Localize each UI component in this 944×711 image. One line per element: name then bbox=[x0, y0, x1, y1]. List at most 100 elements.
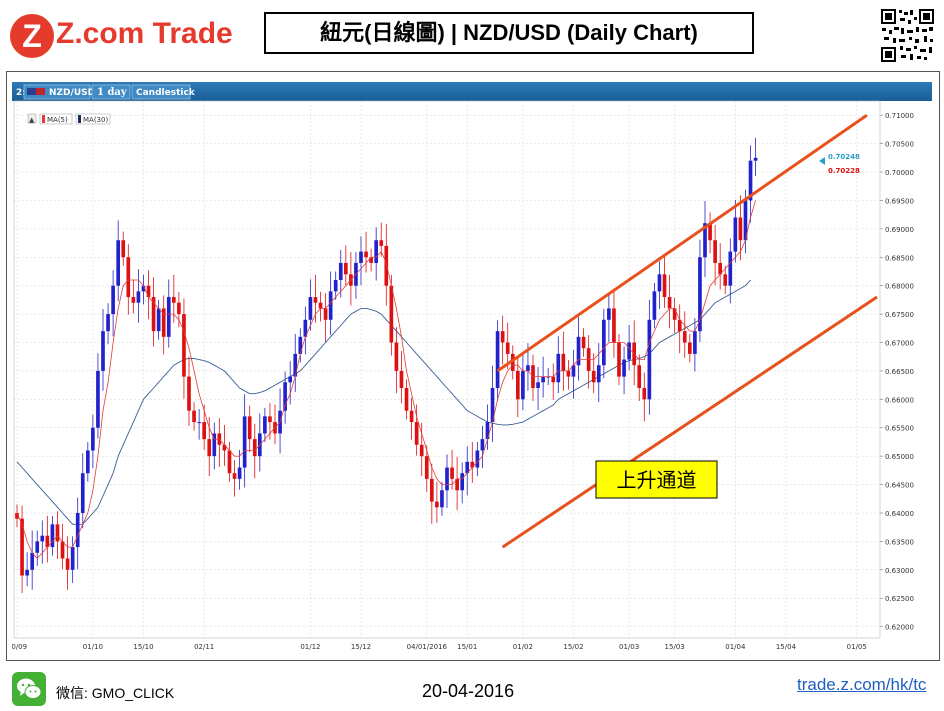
ma5-line-group bbox=[16, 200, 756, 559]
candle-body bbox=[581, 336, 586, 349]
candle-body bbox=[419, 444, 424, 457]
candle-body bbox=[424, 456, 429, 479]
y-tick-label: 0.69000 bbox=[885, 226, 914, 234]
y-tick-label: 0.71000 bbox=[885, 112, 914, 120]
candle-body bbox=[682, 331, 687, 343]
candle-body bbox=[227, 450, 232, 474]
candle-body bbox=[723, 274, 728, 286]
chart-type-tab[interactable] bbox=[131, 84, 191, 100]
candle-body bbox=[450, 467, 454, 479]
candle-body bbox=[713, 240, 717, 263]
website-link[interactable]: trade.z.com/hk/tc bbox=[797, 675, 927, 694]
y-tick-label: 0.65000 bbox=[885, 453, 914, 461]
candle-body bbox=[475, 450, 480, 468]
candle-body bbox=[667, 297, 672, 309]
zcom-trade-logo: Z Z.com Trade bbox=[8, 12, 233, 58]
candle-body bbox=[526, 365, 530, 371]
candle-body bbox=[601, 319, 606, 366]
candle-body bbox=[333, 280, 338, 292]
candle-body bbox=[389, 285, 394, 343]
interval-label: 1 day bbox=[97, 87, 128, 98]
candle-body bbox=[470, 461, 475, 468]
candles bbox=[15, 137, 758, 594]
candle-body bbox=[465, 461, 470, 474]
channel-lines bbox=[496, 113, 878, 549]
y-tick-label: 0.67500 bbox=[885, 311, 914, 319]
candle-body bbox=[177, 302, 181, 315]
candle-body bbox=[116, 240, 121, 286]
candle-body bbox=[283, 382, 287, 411]
candle-body bbox=[627, 342, 631, 360]
candle-body bbox=[521, 370, 525, 400]
candle-body bbox=[151, 297, 156, 332]
candle-body bbox=[111, 285, 115, 315]
candle-body bbox=[126, 257, 131, 298]
grid bbox=[13, 100, 881, 639]
candle-body bbox=[65, 558, 70, 570]
candle-body bbox=[313, 297, 318, 303]
candle-body bbox=[510, 353, 515, 371]
y-tick-label: 0.68500 bbox=[885, 254, 914, 262]
candle-body bbox=[106, 314, 110, 332]
candle-body bbox=[197, 422, 201, 424]
report-date: 20-04-2016 bbox=[422, 681, 515, 701]
logo-text: Z.com Trade bbox=[56, 17, 233, 50]
candle-body bbox=[728, 251, 733, 286]
candle-body bbox=[75, 512, 80, 548]
candle-body bbox=[237, 467, 242, 479]
logo-z-mark: Z bbox=[10, 14, 54, 58]
x-tick-label: 01/12 bbox=[300, 643, 320, 651]
x-tick-label: 15/02 bbox=[563, 643, 583, 651]
candle-body bbox=[571, 365, 576, 377]
x-tick-label: 01/10 bbox=[83, 643, 103, 651]
candle-body bbox=[718, 262, 723, 275]
toolbar-index: 2: bbox=[16, 88, 26, 98]
candle-body bbox=[435, 501, 439, 508]
candle-body bbox=[192, 410, 196, 423]
candle-body bbox=[202, 422, 207, 440]
candle-body bbox=[80, 473, 85, 513]
candle-body bbox=[263, 416, 267, 434]
x-tick-label: 01/02 bbox=[513, 643, 533, 651]
legend-item-ma5[interactable] bbox=[39, 113, 73, 125]
candle-body bbox=[440, 490, 444, 508]
price-label-lower: 0.70228 bbox=[828, 167, 860, 175]
legend-item-ma30[interactable] bbox=[75, 113, 111, 125]
candle-body bbox=[617, 342, 621, 377]
candle-body bbox=[359, 251, 363, 263]
candle-body bbox=[35, 541, 40, 553]
candle-body bbox=[207, 439, 212, 457]
x-tick-label: 15/10 bbox=[133, 643, 153, 651]
candle-body bbox=[20, 518, 24, 576]
candle-body bbox=[161, 308, 166, 337]
candle-body bbox=[323, 308, 328, 320]
candle-body bbox=[536, 382, 540, 388]
interval-tab[interactable] bbox=[91, 84, 131, 100]
x-tick-label: 01/04 bbox=[725, 643, 746, 651]
nz-flag-icon bbox=[27, 88, 36, 95]
legend-collapse-icon[interactable] bbox=[27, 113, 37, 124]
x-tick-label: 15/01 bbox=[457, 643, 477, 651]
candle-body bbox=[414, 422, 419, 445]
candle-body bbox=[652, 291, 657, 320]
x-tick-label: 15/03 bbox=[665, 643, 685, 651]
candle-body bbox=[515, 370, 520, 400]
y-tick-label: 0.65500 bbox=[885, 425, 914, 433]
candle-body bbox=[556, 353, 561, 383]
ma5-swatch bbox=[42, 115, 45, 123]
y-tick-label: 0.68000 bbox=[885, 283, 914, 291]
candle-body bbox=[268, 416, 272, 423]
legend-ma30-label: MA(30) bbox=[83, 116, 108, 124]
candle-body bbox=[738, 217, 743, 241]
y-tick-label: 0.70000 bbox=[885, 169, 914, 177]
candle-body bbox=[384, 245, 389, 286]
x-tick-label: 15/12 bbox=[351, 643, 371, 651]
candle-body bbox=[171, 297, 176, 303]
y-tick-label: 0.66500 bbox=[885, 368, 914, 376]
channel-annotation-label: 上升通道 bbox=[617, 468, 697, 492]
ma5-line bbox=[16, 200, 756, 559]
candle-body bbox=[642, 387, 647, 400]
candle-body bbox=[500, 331, 505, 343]
channel-lower-line bbox=[501, 295, 878, 549]
candle-body bbox=[308, 297, 313, 320]
